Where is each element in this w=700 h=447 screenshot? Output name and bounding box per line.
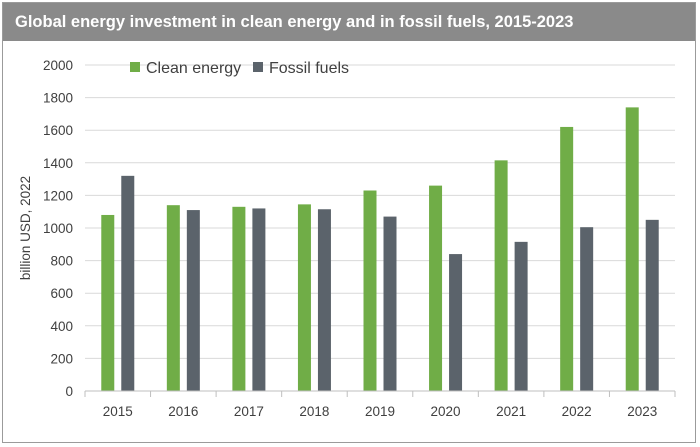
fossil-fuels-bar-2016	[186, 210, 200, 391]
legend-swatch-fossil-fuels	[253, 62, 263, 72]
y-tick-label: 600	[50, 286, 73, 301]
y-tick-label: 1400	[43, 156, 73, 171]
x-tick-label: 2022	[562, 404, 592, 419]
fossil-fuels-bar-2015	[121, 175, 135, 391]
clean-energy-bar-2021	[494, 160, 508, 391]
y-tick-label: 1600	[43, 123, 73, 138]
fossil-fuels-bar-2017	[252, 208, 266, 391]
clean-energy-bar-2019	[363, 190, 377, 391]
legend-label-fossil-fuels: Fossil fuels	[269, 60, 349, 77]
x-tick-label: 2021	[496, 404, 526, 419]
x-tick-label: 2018	[299, 404, 329, 419]
y-tick-label: 1200	[43, 188, 73, 203]
legend-swatch-clean-energy	[130, 62, 140, 72]
x-tick-label: 2015	[103, 404, 133, 419]
x-tick-label: 2020	[431, 404, 461, 419]
fossil-fuels-bar-2021	[514, 241, 528, 391]
y-tick-label: 0	[65, 384, 73, 399]
x-tick-label: 2019	[365, 404, 395, 419]
y-tick-label: 1800	[43, 91, 73, 106]
bars	[101, 107, 659, 391]
clean-energy-bar-2018	[297, 204, 311, 391]
clean-energy-bar-2020	[429, 185, 443, 391]
axes: 0 200 400 600 800 1000 1200 1400 1600 1800 2000 201…	[43, 58, 676, 419]
fossil-fuels-bar-2019	[383, 216, 397, 391]
y-tick-label: 1000	[43, 221, 73, 236]
fossil-fuels-bar-2020	[449, 254, 463, 391]
chart-frame: Global energy investment in clean energy…	[2, 2, 696, 443]
clean-energy-bar-2023	[625, 107, 639, 391]
y-tick-label: 800	[50, 254, 73, 269]
fossil-fuels-bar-2022	[580, 227, 594, 391]
chart-title: Global energy investment in clean energy…	[3, 3, 695, 41]
legend-label-clean-energy: Clean energy	[146, 60, 241, 77]
gridlines	[85, 64, 675, 359]
fossil-fuels-bar-2018	[317, 209, 331, 391]
x-tick-label: 2016	[168, 404, 198, 419]
y-tick-label: 200	[50, 351, 73, 366]
x-tick-label: 2023	[627, 404, 657, 419]
y-axis-label: billion USD, 2022	[18, 176, 33, 280]
clean-energy-bar-2015	[101, 214, 115, 391]
x-tick-label: 2017	[234, 404, 264, 419]
clean-energy-bar-2017	[232, 206, 246, 391]
fossil-fuels-bar-2023	[645, 219, 659, 391]
legend: Clean energy Fossil fuels	[130, 60, 349, 77]
y-tick-label: 400	[50, 319, 73, 334]
clean-energy-bar-2022	[560, 126, 574, 391]
clean-energy-bar-2016	[166, 205, 180, 391]
y-tick-label: 2000	[43, 58, 73, 73]
